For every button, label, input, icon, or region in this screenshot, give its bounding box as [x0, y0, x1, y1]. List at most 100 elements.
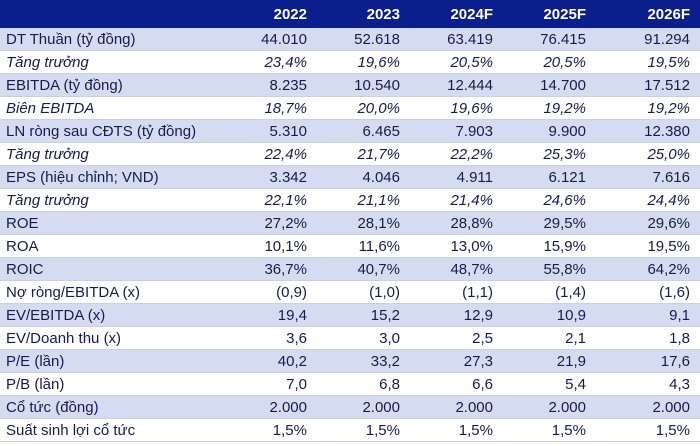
- row-value-2022: 36,7%: [264, 260, 307, 278]
- row-value-2023: 21,7%: [357, 145, 400, 163]
- row-value-2023: 52.618: [354, 30, 400, 48]
- row-value-2024f: 1,5%: [458, 421, 493, 439]
- table-row: DT Thuần (tỷ đồng) 44.010 52.618 63.419 76.4…: [0, 28, 700, 51]
- header-year-2023: 2023: [366, 5, 400, 23]
- table-row: ROIC 36,7% 40,7% 48,7% 55,8% 64,2%: [0, 258, 700, 281]
- row-value-2025f: 9.900: [548, 122, 586, 140]
- row-value-2023: 2.000: [362, 398, 400, 416]
- row-value-2025f: 24,6%: [543, 191, 586, 209]
- row-value-2024f: 48,7%: [450, 260, 493, 278]
- row-value-2026f: 4,3: [669, 375, 690, 393]
- row-value-2023: 6,8: [379, 375, 400, 393]
- row-label: Cổ tức (đồng): [6, 398, 99, 416]
- row-value-2023: 3,0: [379, 329, 400, 347]
- table-row: EBITDA (tỷ đồng) 8.235 10.540 12.444 14.700 1…: [0, 74, 700, 97]
- row-label: EPS (hiệu chỉnh; VND): [6, 168, 159, 186]
- row-value-2022: 3,6: [286, 329, 307, 347]
- row-value-2024f: 2,5: [472, 329, 493, 347]
- row-label: ROA: [6, 237, 39, 255]
- table-row: Nợ ròng/EBITDA (x) (0,9) (1,0) (1,1) (1,4) (1…: [0, 281, 700, 304]
- row-value-2026f: 2.000: [652, 398, 690, 416]
- row-label: ROIC: [6, 260, 44, 278]
- row-value-2025f: 14.700: [540, 76, 586, 94]
- row-label: EV/Doanh thu (x): [6, 329, 122, 347]
- table-row: Biên EBITDA 18,7% 20,0% 19,6% 19,2% 19,2%: [0, 97, 700, 120]
- row-value-2025f: 2.000: [548, 398, 586, 416]
- row-value-2024f: 13,0%: [450, 237, 493, 255]
- row-value-2026f: (1,6): [659, 283, 690, 301]
- row-value-2024f: 28,8%: [450, 214, 493, 232]
- row-value-2025f: 21,9: [556, 352, 586, 370]
- row-label: P/B (lần): [6, 375, 65, 393]
- row-label: EBITDA (tỷ đồng): [6, 76, 123, 94]
- table-row: Tăng trưởng 22,4% 21,7% 22,2% 25,3% 25,0%: [0, 143, 700, 166]
- row-value-2026f: 1,5%: [655, 421, 690, 439]
- table-header-row: 2022 2023 2024F 2025F 2026F: [0, 0, 700, 28]
- row-value-2023: 1,5%: [365, 421, 400, 439]
- row-value-2022: 40,2: [277, 352, 307, 370]
- row-value-2022: 27,2%: [264, 214, 307, 232]
- row-value-2025f: 5,4: [565, 375, 586, 393]
- row-value-2026f: 64,2%: [647, 260, 690, 278]
- row-value-2022: 8.235: [269, 76, 307, 94]
- row-value-2023: 4.046: [362, 168, 400, 186]
- row-value-2025f: 1,5%: [551, 421, 586, 439]
- row-value-2026f: 17,6: [660, 352, 690, 370]
- row-label: Biên EBITDA: [6, 99, 95, 117]
- row-value-2026f: 24,4%: [647, 191, 690, 209]
- row-value-2023: (1,0): [369, 283, 400, 301]
- row-value-2024f: 21,4%: [450, 191, 493, 209]
- row-value-2023: 28,1%: [357, 214, 400, 232]
- table-row: EPS (hiệu chỉnh; VND) 3.342 4.046 4.911 6.12…: [0, 166, 700, 189]
- row-value-2023: 15,2: [370, 306, 400, 324]
- row-value-2022: 7,0: [286, 375, 307, 393]
- row-value-2025f: 6.121: [548, 168, 586, 186]
- table-row: Cổ tức (đồng) 2.000 2.000 2.000 2.000 2.000: [0, 396, 700, 419]
- row-value-2022: 22,4%: [264, 145, 307, 163]
- row-value-2024f: 63.419: [447, 30, 493, 48]
- row-value-2022: 2.000: [269, 398, 307, 416]
- table-row: ROE 27,2% 28,1% 28,8% 29,5% 29,6%: [0, 212, 700, 235]
- row-value-2024f: 6,6: [472, 375, 493, 393]
- row-value-2025f: 20,5%: [543, 53, 586, 71]
- row-value-2022: 23,4%: [264, 53, 307, 71]
- header-year-2026f: 2026F: [647, 5, 690, 23]
- row-value-2024f: 22,2%: [450, 145, 493, 163]
- row-value-2022: 3.342: [269, 168, 307, 186]
- row-label: EV/EBITDA (x): [6, 306, 106, 324]
- row-value-2025f: 2,1: [565, 329, 586, 347]
- row-value-2025f: 10,9: [556, 306, 586, 324]
- row-label: Tăng trưởng: [6, 191, 89, 209]
- row-value-2026f: 19,5%: [647, 237, 690, 255]
- row-value-2024f: 2.000: [455, 398, 493, 416]
- row-label: ROE: [6, 214, 39, 232]
- table-row: EV/Doanh thu (x) 3,6 3,0 2,5 2,1 1,8: [0, 327, 700, 350]
- row-value-2022: 19,4: [277, 306, 307, 324]
- row-value-2026f: 1,8: [669, 329, 690, 347]
- table-row: P/E (lần) 40,2 33,2 27,3 21,9 17,6: [0, 350, 700, 373]
- row-value-2023: 19,6%: [357, 53, 400, 71]
- row-value-2024f: 20,5%: [450, 53, 493, 71]
- row-label: Suất sinh lợi cổ tức: [6, 421, 136, 439]
- row-value-2024f: 27,3: [463, 352, 493, 370]
- table-body: DT Thuần (tỷ đồng) 44.010 52.618 63.419 76.4…: [0, 28, 700, 442]
- row-value-2023: 20,0%: [357, 99, 400, 117]
- row-value-2025f: 29,5%: [543, 214, 586, 232]
- row-value-2026f: 25,0%: [647, 145, 690, 163]
- row-label: Tăng trưởng: [6, 145, 89, 163]
- table-row: LN ròng sau CĐTS (tỷ đồng) 5.310 6.465 7.90…: [0, 120, 700, 143]
- row-value-2022: (0,9): [276, 283, 307, 301]
- row-value-2025f: 19,2%: [543, 99, 586, 117]
- row-value-2026f: 19,2%: [647, 99, 690, 117]
- row-value-2024f: 4.911: [456, 168, 493, 186]
- table-row: Suất sinh lợi cổ tức 1,5% 1,5% 1,5% 1,5% 1,5%: [0, 419, 700, 442]
- row-value-2022: 10,1%: [264, 237, 307, 255]
- row-value-2026f: 12.380: [644, 122, 690, 140]
- row-value-2022: 44.010: [261, 30, 307, 48]
- table-row: ROA 10,1% 11,6% 13,0% 15,9% 19,5%: [0, 235, 700, 258]
- row-value-2023: 33,2: [370, 352, 400, 370]
- table-row: Tăng trưởng 23,4% 19,6% 20,5% 20,5% 19,5%: [0, 51, 700, 74]
- row-value-2023: 11,6%: [358, 237, 400, 255]
- row-value-2026f: 7.616: [652, 168, 690, 186]
